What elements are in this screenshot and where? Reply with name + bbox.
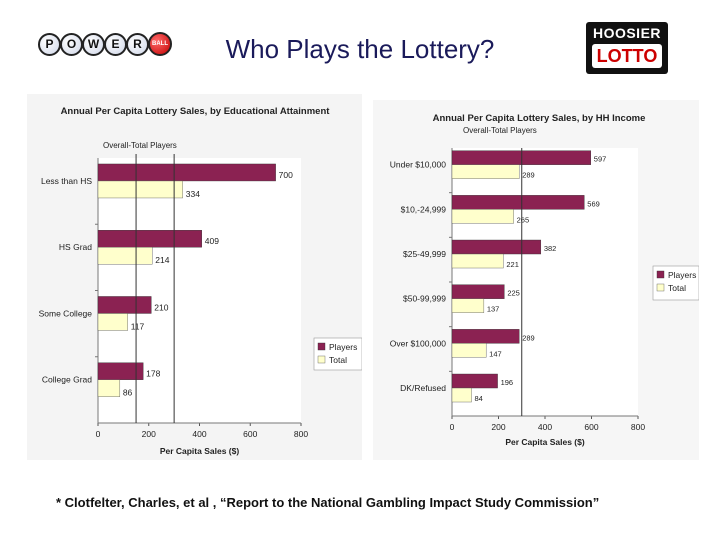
x-tick-label: 0 [450,422,455,432]
x-axis-title: Per Capita Sales ($) [160,446,240,456]
category-label: Over $100,000 [390,338,447,348]
data-label-total: 84 [475,394,483,403]
data-label-players: 178 [146,369,160,379]
data-label-players: 382 [544,244,557,253]
data-label-total: 137 [487,305,500,314]
legend-swatch-total [317,355,326,364]
bar-players [97,296,152,314]
hoosier-logo-top-text: HOOSIER [592,25,662,41]
hoosier-lotto-logo: HOOSIER LOTTO [586,22,668,74]
data-label-players: 225 [507,289,520,298]
bar-total [451,343,487,358]
bar-players [451,239,542,255]
legend-swatch-players [317,342,326,351]
category-label: DK/Refused [400,383,446,393]
category-label: Under $10,000 [390,160,447,170]
bar-total [451,298,485,313]
chart-subtitle: Overall-Total Players [463,126,537,135]
bar-total [451,253,504,269]
data-label-players: 409 [205,236,219,246]
data-label-total: 117 [131,321,145,331]
bar-players [451,195,585,210]
category-label: HS Grad [59,242,92,252]
powerball-red-ball: BALL [148,32,172,56]
powerball-letter-o: O [60,32,83,56]
powerball-logo: P O W E R BALL [38,32,172,56]
data-label-total: 221 [506,260,519,269]
legend-swatch-total [656,283,665,292]
bar-total [97,313,128,331]
bar-total [97,180,183,199]
data-label-total: 289 [522,171,535,180]
legend-label-total: Total [668,283,686,293]
education-chart: Annual Per Capita Lottery Sales, by Educ… [39,106,363,456]
bar-players [451,329,520,344]
legend-label-players: Players [329,342,357,352]
x-tick-label: 400 [192,429,206,439]
category-label: $50-99,999 [403,294,446,304]
category-label: College Grad [42,375,92,385]
x-tick-label: 400 [538,422,552,432]
x-axis-title: Per Capita Sales ($) [505,437,585,447]
bar-total [451,387,472,403]
bar-players [451,373,498,389]
bar-total [97,247,153,265]
data-label-total: 147 [489,349,502,358]
x-tick-label: 0 [96,429,101,439]
category-label: Less than HS [41,176,92,186]
hoosier-logo-bottom-text: LOTTO [592,44,662,68]
x-tick-label: 800 [631,422,645,432]
powerball-letter-r: R [126,32,149,56]
legend-label-players: Players [668,270,696,280]
chart-subtitle: Overall-Total Players [103,141,177,150]
x-tick-label: 200 [142,429,156,439]
legend-swatch-players [656,270,665,279]
income-chart: Annual Per Capita Lottery Sales, by HH I… [390,113,700,447]
x-tick-label: 200 [491,422,505,432]
data-label-players: 700 [279,170,293,180]
data-label-players: 569 [587,199,600,208]
data-label-players: 289 [522,333,535,342]
bar-total [97,379,121,397]
data-label-players: 597 [594,155,607,164]
plot-area [452,148,638,416]
bar-players [451,284,505,299]
chart-title: Annual Per Capita Lottery Sales, by Educ… [61,106,331,117]
x-tick-label: 600 [243,429,257,439]
category-label: $10,-24,999 [401,204,447,214]
data-label-total: 214 [155,255,169,265]
bar-total [451,164,520,179]
data-label-total: 265 [517,215,530,224]
x-tick-label: 800 [294,429,308,439]
bar-total [451,209,514,224]
bar-players [97,230,202,248]
legend-label-total: Total [329,355,347,365]
bar-players [97,163,276,182]
powerball-letter-e: E [104,32,127,56]
income-chart-panel: Annual Per Capita Lottery Sales, by HH I… [373,100,700,460]
data-label-players: 210 [154,302,168,312]
chart-title: Annual Per Capita Lottery Sales, by HH I… [433,113,646,124]
data-label-total: 86 [123,388,133,398]
slide-title: Who Plays the Lottery? [225,34,495,64]
powerball-letter-w: W [82,32,105,56]
category-label: Some College [39,308,93,318]
data-label-total: 334 [186,189,200,199]
citation-text: * Clotfelter, Charles, et al , “Report t… [56,495,600,510]
bar-players [97,362,144,380]
x-tick-label: 600 [584,422,598,432]
data-label-players: 196 [501,378,514,387]
powerball-letter-p: P [38,32,61,56]
education-chart-panel: Annual Per Capita Lottery Sales, by Educ… [27,94,363,460]
category-label: $25-49,999 [403,249,446,259]
